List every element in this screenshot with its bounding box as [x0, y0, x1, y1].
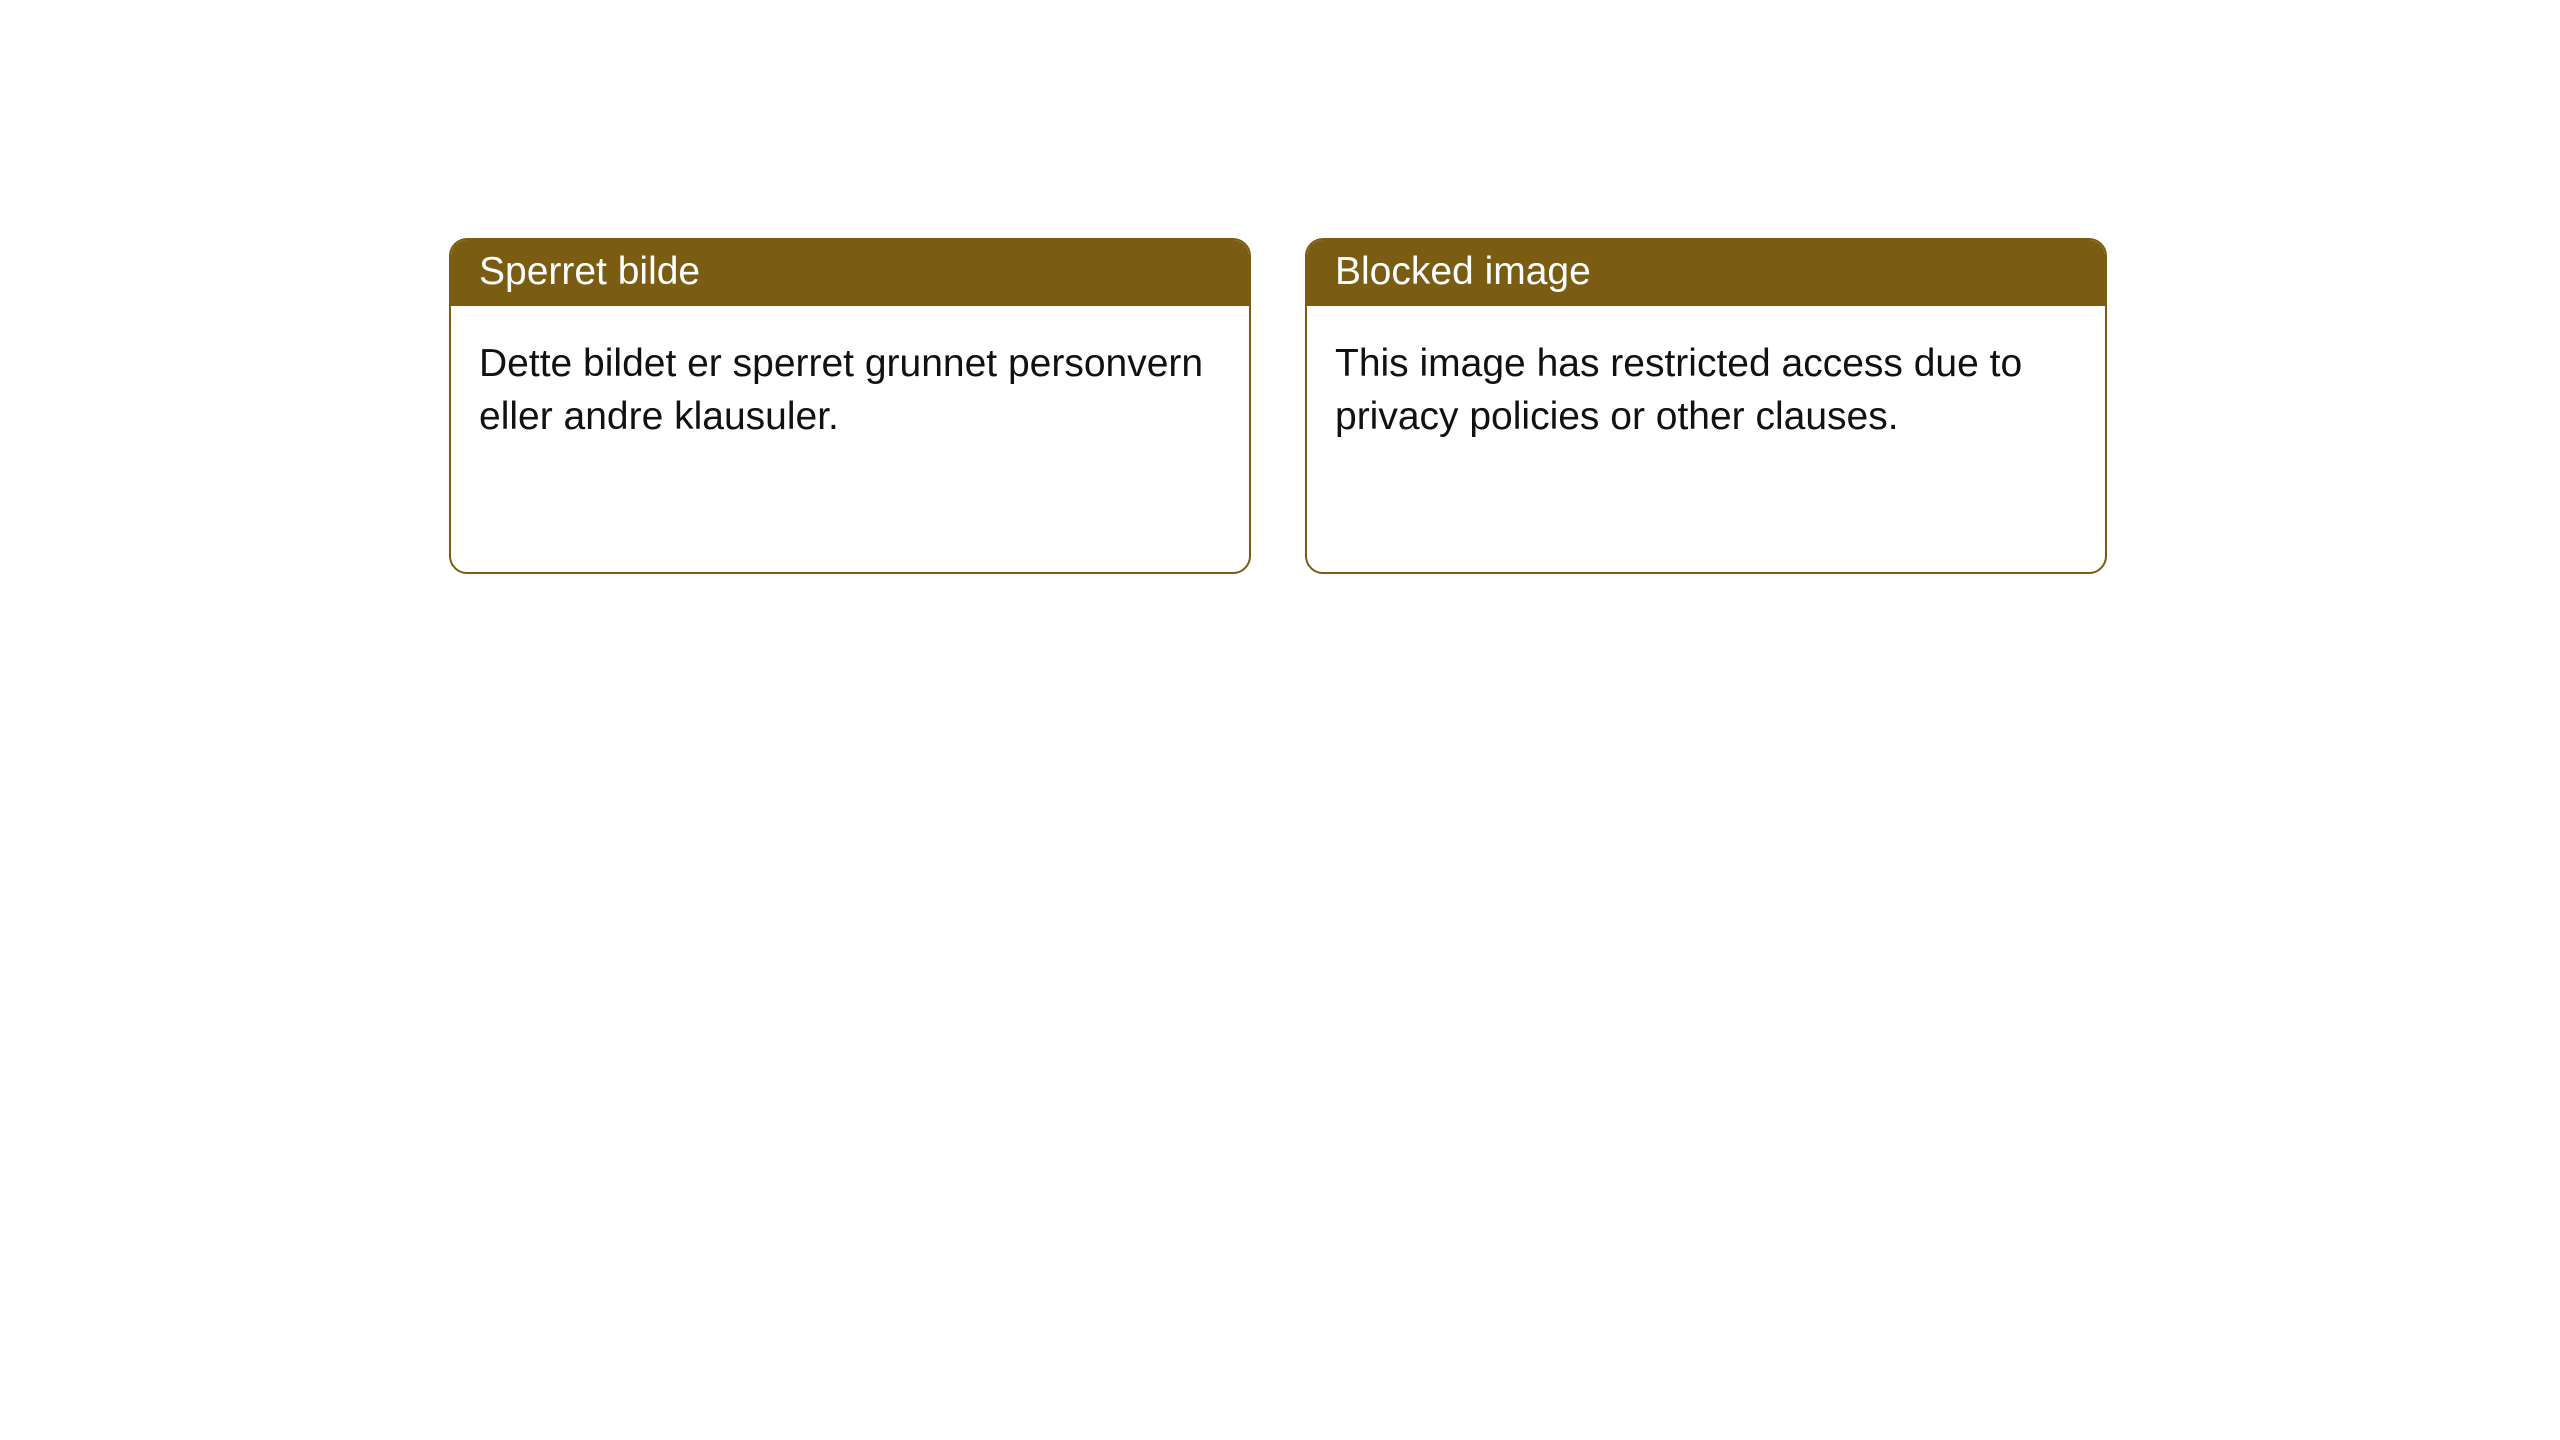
notice-card-english: Blocked image This image has restricted …: [1305, 238, 2107, 574]
notice-card-norwegian: Sperret bilde Dette bildet er sperret gr…: [449, 238, 1251, 574]
notice-title: Sperret bilde: [451, 240, 1249, 306]
notice-title: Blocked image: [1307, 240, 2105, 306]
notice-body: Dette bildet er sperret grunnet personve…: [451, 306, 1249, 475]
notice-container: Sperret bilde Dette bildet er sperret gr…: [0, 0, 2560, 574]
notice-body: This image has restricted access due to …: [1307, 306, 2105, 475]
